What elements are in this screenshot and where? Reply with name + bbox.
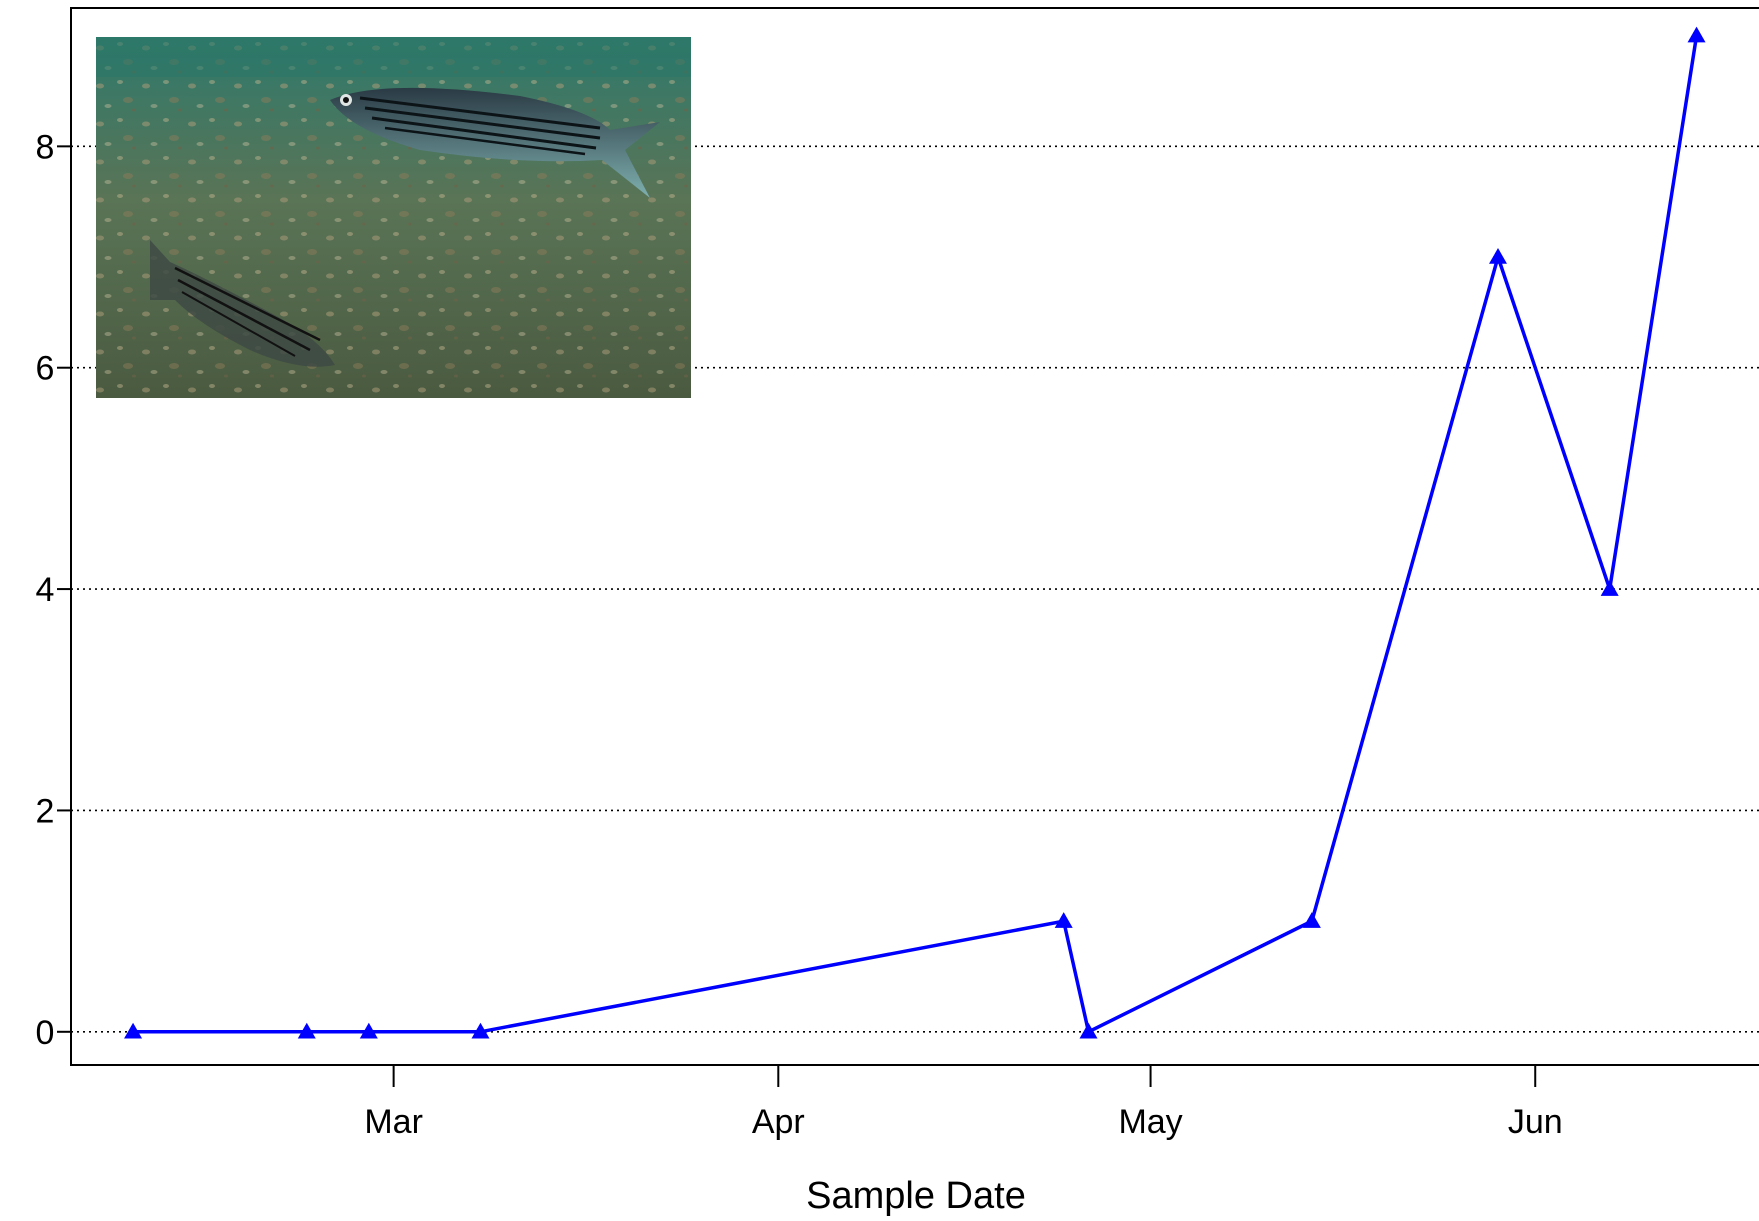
y-tick-label-8: 8 (36, 128, 55, 166)
x-tick-label-apr: Apr (752, 1103, 805, 1141)
y-tick-label-4: 4 (36, 571, 55, 609)
striped-bass-lower (150, 240, 335, 367)
y-tick-label-0: 0 (36, 1014, 55, 1052)
x-tick-label-jun: Jun (1508, 1103, 1563, 1141)
series-markers (124, 26, 1706, 1039)
x-axis: Mar Apr May Jun (364, 1065, 1563, 1141)
y-axis: 0 2 4 6 8 (36, 128, 71, 1052)
y-tick-label-2: 2 (36, 792, 55, 830)
data-point-3 (359, 1022, 378, 1039)
data-point-4 (471, 1022, 490, 1039)
striped-bass-upper (330, 87, 660, 198)
series-line (133, 35, 1699, 1035)
data-point-7 (1302, 912, 1321, 928)
data-point-5 (1054, 912, 1073, 928)
y-tick-label-6: 6 (36, 350, 55, 388)
data-point-9 (1600, 580, 1619, 596)
x-tick-label-mar: Mar (364, 1103, 423, 1141)
data-point-2 (297, 1022, 316, 1039)
inset-fish-photo (96, 37, 691, 398)
data-point-8 (1489, 248, 1508, 264)
x-axis-title: Sample Date (806, 1175, 1026, 1217)
plot-frame (70, 7, 1759, 1066)
data-point-10 (1687, 26, 1706, 43)
series-line-group (133, 35, 1699, 1035)
data-point-1 (124, 1022, 143, 1039)
x-tick-label-may: May (1118, 1103, 1182, 1141)
data-point-6 (1079, 1022, 1098, 1039)
